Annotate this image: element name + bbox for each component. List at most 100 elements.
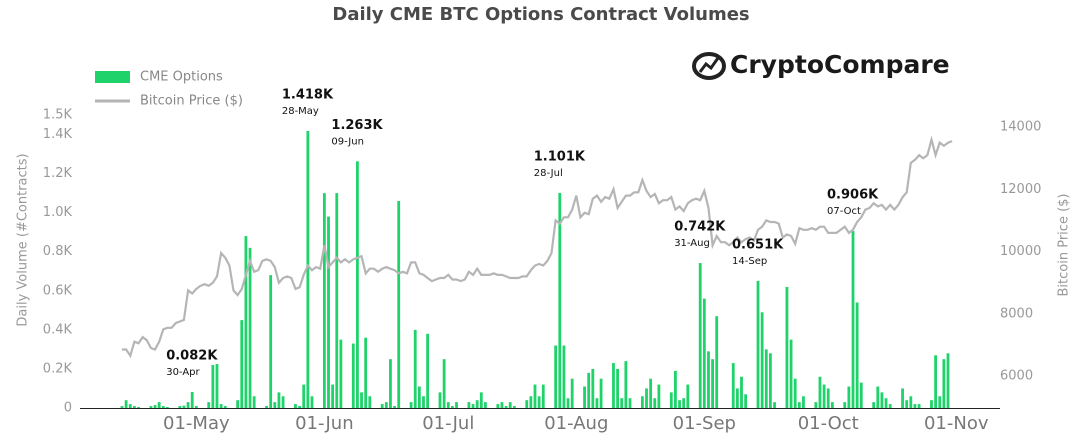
bar (934, 355, 938, 408)
bar (711, 359, 714, 408)
bar (178, 406, 182, 408)
bar (360, 392, 363, 408)
bar (946, 353, 950, 408)
bar (339, 339, 343, 408)
bar (500, 402, 504, 408)
bar (888, 404, 892, 408)
bar (814, 402, 818, 408)
bar (612, 363, 615, 408)
y-tick-label: 0.2K (43, 361, 73, 376)
annotation-date: 07-Oct (827, 206, 861, 217)
bar (595, 398, 599, 408)
bar (843, 402, 847, 408)
bar (393, 406, 396, 408)
bar (471, 404, 475, 408)
bar (310, 396, 314, 408)
price-line (122, 135, 953, 359)
legend-swatch (95, 71, 130, 83)
x-tick-label: 01-Nov (924, 413, 989, 434)
bar (760, 312, 764, 408)
bar (773, 402, 776, 408)
bar (294, 404, 297, 408)
bar (389, 359, 392, 408)
bar (504, 406, 508, 408)
bar (149, 406, 153, 408)
bar (558, 192, 562, 408)
x-tick-label: 01-Jul (422, 413, 474, 434)
y-tick-label: 0.6K (43, 283, 73, 298)
bar (649, 378, 653, 408)
bar (616, 368, 619, 408)
bar (479, 392, 483, 408)
bar (769, 353, 772, 408)
y-axis-label: Daily Volume (#Contracts) (16, 153, 31, 326)
bar (789, 339, 793, 408)
y2-tick-label: 8000 (1000, 306, 1033, 321)
bar (442, 359, 446, 408)
bar (826, 388, 830, 408)
bar (599, 378, 603, 408)
bar (533, 384, 537, 408)
bar (331, 384, 335, 408)
bar (859, 382, 863, 408)
bar (587, 372, 591, 408)
annotation-value: 0.742K (674, 220, 726, 235)
bar (735, 388, 739, 408)
bar (715, 316, 719, 408)
bar (851, 231, 855, 408)
bar (855, 302, 859, 408)
y-tick-label: 1.0K (43, 205, 73, 220)
bar (277, 392, 281, 408)
bar (880, 392, 884, 408)
bar (211, 365, 215, 408)
bar (244, 236, 248, 408)
bar (942, 359, 946, 408)
bar (223, 406, 227, 408)
bar (248, 247, 252, 408)
bar (566, 398, 570, 408)
annotation-value: 0.906K (827, 188, 879, 203)
bar (269, 275, 273, 408)
bar (917, 404, 921, 408)
bar (364, 337, 368, 408)
bar (830, 402, 834, 408)
bar (422, 396, 425, 408)
bar (628, 398, 632, 408)
bar (909, 396, 913, 408)
bar (698, 263, 702, 408)
bar (653, 398, 657, 408)
bar (446, 402, 450, 408)
legend-label: CME Options (140, 70, 223, 85)
annotation-value: 1.263K (331, 118, 383, 133)
bar (397, 200, 401, 408)
y-tick-label: 1.5K (43, 108, 73, 123)
bar (219, 404, 223, 408)
bar (793, 378, 797, 408)
bar (380, 404, 384, 408)
bar (686, 384, 690, 408)
annotation-date: 30-Apr (166, 367, 200, 378)
bar (756, 280, 760, 408)
bar (657, 384, 661, 408)
bar (872, 402, 876, 408)
bar (678, 400, 681, 408)
bar (496, 404, 500, 408)
x-tick-label: 01-Jun (295, 413, 354, 434)
bar (413, 329, 417, 408)
bar (562, 345, 566, 408)
bar (591, 368, 595, 408)
legend-label: Bitcoin Price ($) (140, 94, 243, 109)
annotation-value: 1.101K (534, 149, 586, 164)
bar (624, 361, 628, 408)
bar (682, 398, 686, 408)
bar (207, 402, 211, 408)
chart-title: Daily CME BTC Options Contract Volumes (332, 4, 749, 25)
bar (731, 363, 735, 408)
bar (669, 392, 673, 408)
bar (508, 402, 512, 408)
bar (153, 405, 157, 408)
bar (426, 333, 430, 408)
bar (512, 406, 516, 408)
bar (252, 396, 256, 408)
